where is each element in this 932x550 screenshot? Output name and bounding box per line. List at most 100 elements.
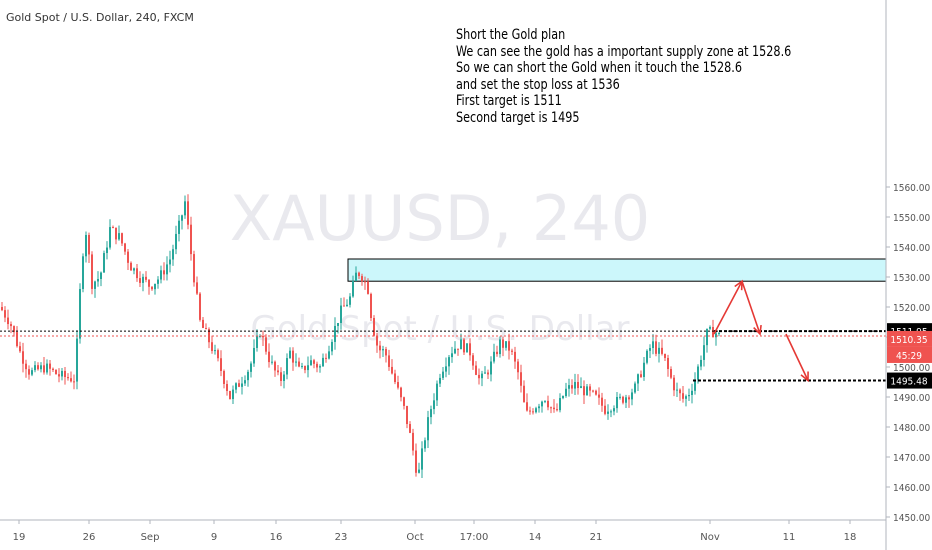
x-tick-label: 21 [590, 532, 603, 543]
candle-body [412, 432, 414, 451]
candle-body [109, 227, 111, 248]
chart-title: Gold Spot / U.S. Dollar, 240, FXCM [6, 11, 194, 24]
candle-body [592, 390, 594, 392]
candle-body [394, 373, 396, 383]
candle-body [352, 281, 354, 297]
y-tick-label: 1530.00 [893, 273, 930, 284]
projection-arrow [713, 280, 743, 335]
candle-body [244, 380, 246, 384]
candle-body [688, 394, 690, 397]
candle-body [364, 281, 366, 283]
candle-body [433, 400, 435, 410]
candle-body [436, 383, 438, 401]
candle-body [271, 361, 273, 363]
candle-body [712, 327, 714, 338]
candle-body [322, 357, 324, 367]
candle-body [148, 279, 150, 287]
y-tick-label: 1500.00 [893, 363, 930, 374]
candle-body [631, 392, 633, 400]
candle-body [457, 348, 459, 350]
candle-body [196, 282, 198, 294]
candle-body [16, 332, 18, 347]
candle-body [139, 278, 141, 283]
projection-arrow [741, 280, 761, 335]
candle-body [220, 358, 222, 371]
y-tick-label: 1520.00 [893, 303, 930, 314]
candle-body [385, 349, 387, 356]
candle-body [568, 385, 570, 389]
price-tag-bg [887, 372, 932, 389]
candle-body [286, 358, 288, 375]
projection-arrow [785, 333, 809, 381]
candle-body [187, 201, 189, 225]
candle-body [700, 359, 702, 367]
candle-body [259, 335, 261, 337]
candle-body [643, 362, 645, 377]
candle-body [370, 293, 372, 319]
candle-body [256, 336, 258, 348]
candle-body [160, 270, 162, 280]
candle-body [163, 270, 165, 275]
candle-body [325, 357, 327, 359]
candle-body [283, 374, 285, 381]
candle-body [58, 374, 60, 377]
candle-body [358, 272, 360, 277]
candle-body [307, 365, 309, 371]
candle-body [667, 357, 669, 370]
candle-body [442, 371, 444, 378]
candle-body [397, 382, 399, 388]
candle-body [526, 402, 528, 411]
candle-body [337, 322, 339, 326]
candle-body [331, 341, 333, 352]
note-line: and set the stop loss at 1536 [456, 76, 620, 93]
note-line: First target is 1511 [456, 93, 562, 110]
candle-body [133, 268, 135, 271]
candle-body [253, 347, 255, 364]
candle-body [574, 381, 576, 389]
candle-body [181, 215, 183, 221]
arrow-head [753, 324, 762, 336]
candle-body [466, 343, 468, 353]
candle-body [367, 281, 369, 294]
candle-body [202, 319, 204, 328]
candle-body [295, 361, 297, 363]
candle-body [655, 341, 657, 354]
candle-body [310, 360, 312, 366]
candle-body [706, 328, 708, 346]
candle-body [106, 247, 108, 254]
price-tag-bg [887, 330, 932, 347]
candle-body [523, 385, 525, 403]
candle-body [544, 400, 546, 402]
candle-body [178, 220, 180, 234]
candle-body [664, 353, 666, 358]
candle-body [217, 350, 219, 359]
candle-body [265, 337, 267, 352]
candle-body [646, 350, 648, 363]
candle-body [4, 310, 6, 318]
candle-body [607, 411, 609, 414]
candle-body [691, 390, 693, 395]
candle-body [640, 374, 642, 377]
candle-body [199, 293, 201, 320]
candle-body [616, 396, 618, 409]
candle-body [547, 400, 549, 408]
candle-body [316, 363, 318, 368]
y-tick-label: 1460.00 [893, 483, 930, 494]
candle-body [424, 440, 426, 449]
y-tick-label: 1470.00 [893, 453, 930, 464]
candle-body [652, 341, 654, 349]
candle-body [304, 365, 306, 371]
candle-body [43, 365, 45, 373]
candle-body [13, 326, 15, 333]
candle-body [31, 370, 33, 375]
candle-body [661, 347, 663, 354]
candle-body [157, 279, 159, 284]
candle-body [565, 388, 567, 397]
candle-body [493, 351, 495, 362]
candle-body [421, 448, 423, 470]
candle-body [340, 305, 342, 323]
candle-body [10, 324, 12, 327]
candle-body [226, 383, 228, 391]
x-tick-label: Oct [406, 532, 423, 543]
